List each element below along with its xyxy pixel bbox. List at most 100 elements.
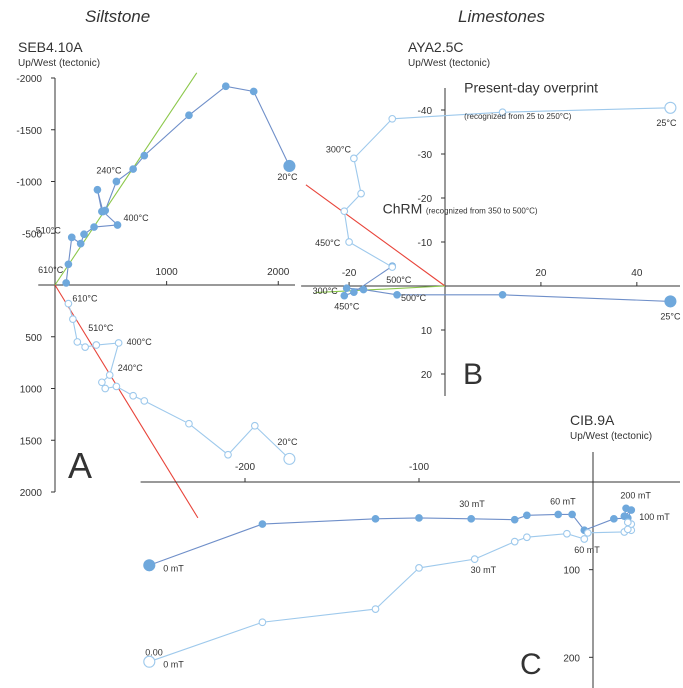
panel-subtitle: Up/West (tectonic)	[570, 431, 652, 442]
x-tick-label: 1000	[156, 267, 179, 278]
filled-data-point	[342, 284, 351, 293]
filled-data-point	[415, 514, 423, 522]
green-fit-line	[54, 72, 198, 286]
filled-data-point	[143, 559, 156, 572]
open-series-line	[343, 107, 671, 268]
data-label: 100 mT	[639, 512, 670, 522]
filled-data-point	[350, 288, 358, 297]
open-data-point	[112, 382, 121, 391]
panel-subtitle: Up/West (tectonic)	[408, 58, 490, 69]
data-label: 610°C	[72, 294, 98, 304]
filled-data-point	[80, 230, 88, 239]
data-label: 60 mT	[550, 496, 576, 506]
data-label: 510°C	[88, 323, 114, 333]
open-data-point	[388, 263, 397, 271]
filled-data-point	[99, 207, 107, 216]
y-tick-label: -20	[418, 194, 433, 205]
filled-data-point	[129, 165, 137, 173]
filled-data-point	[62, 279, 71, 287]
open-data-point	[498, 108, 507, 117]
panel-subtitle: Up/West (tectonic)	[18, 58, 100, 69]
open-data-point	[523, 533, 531, 542]
data-label: 20°C	[277, 437, 298, 447]
data-label: 200 mT	[620, 490, 651, 500]
open-data-point	[114, 339, 123, 347]
open-data-point	[583, 528, 592, 537]
data-label: 20°C	[277, 172, 298, 182]
filled-data-point	[64, 260, 73, 269]
open-data-point	[470, 555, 479, 563]
panel-letter: A	[68, 445, 92, 486]
annotation: ChRM	[383, 200, 423, 216]
y-tick-label: 1500	[20, 436, 43, 447]
open-data-point	[92, 341, 101, 349]
filled-data-point	[112, 177, 121, 186]
open-data-point	[283, 452, 296, 465]
data-label: 25°C	[656, 118, 677, 128]
open-data-point	[510, 537, 519, 546]
header-limestones: Limestones	[458, 7, 545, 26]
y-tick-label: 1000	[20, 385, 43, 396]
open-data-point	[345, 238, 353, 246]
data-label: 30 mT	[459, 499, 485, 509]
filled-data-point	[221, 82, 230, 91]
filled-data-point	[67, 233, 76, 242]
y-tick-label: 100	[563, 566, 580, 577]
x-tick-label: 2000	[267, 267, 290, 278]
open-data-point	[357, 189, 365, 198]
open-data-point	[340, 207, 349, 216]
open-data-point	[129, 391, 137, 400]
filled-data-point	[498, 290, 507, 299]
open-data-point	[224, 450, 232, 459]
filled-data-point	[340, 291, 349, 300]
panel-letter: C	[520, 648, 542, 681]
open-data-point	[623, 518, 632, 527]
annotation: (recognized from 350 to 500°C)	[426, 206, 538, 215]
panel-c: CIB.9A Up/West (tectonic) -200 -100 100 200 0 …	[140, 412, 680, 688]
filled-data-point	[371, 514, 380, 523]
y-tick-label: 2000	[20, 488, 43, 499]
data-label: 0.00	[145, 648, 163, 658]
open-data-point	[140, 397, 149, 405]
open-data-point	[371, 605, 380, 613]
data-label: 30 mT	[471, 565, 497, 575]
open-data-point	[258, 618, 267, 627]
annotation: Present-day overprint	[464, 79, 598, 95]
filled-data-point	[510, 515, 519, 524]
data-label: 240°C	[96, 166, 122, 176]
open-data-point	[98, 378, 106, 387]
y-tick-label: -1500	[16, 126, 42, 137]
x-tick-label: -200	[235, 462, 255, 473]
filled-data-point	[393, 290, 401, 299]
open-data-point	[350, 154, 358, 163]
y-tick-label: 200	[563, 653, 580, 664]
data-label: 450°C	[334, 302, 360, 312]
red-fit-line	[305, 184, 446, 287]
open-data-point	[81, 343, 89, 351]
open-data-point	[69, 315, 77, 324]
open-data-point	[388, 114, 397, 123]
panel-letter: B	[463, 358, 483, 391]
data-label: 240°C	[118, 363, 144, 373]
open-data-point	[105, 371, 114, 379]
data-label: 0 mT	[163, 660, 184, 670]
filled-data-point	[610, 514, 618, 523]
open-data-point	[143, 655, 156, 668]
y-tick-label: -30	[418, 150, 433, 161]
data-label: 510°C	[36, 225, 62, 235]
open-data-point	[415, 564, 423, 572]
x-tick-label: 40	[631, 268, 643, 279]
y-tick-label: -2000	[16, 74, 42, 85]
filled-data-point	[90, 223, 98, 231]
filled-data-point	[76, 239, 85, 248]
filled-data-point	[249, 87, 258, 96]
green-fit-line	[315, 285, 446, 294]
filled-data-point	[93, 185, 102, 194]
filled-data-point	[554, 510, 563, 519]
open-data-point	[73, 338, 82, 346]
y-tick-label: -10	[418, 238, 433, 249]
data-label: 400°C	[124, 213, 150, 223]
y-tick-label: 10	[421, 326, 433, 337]
filled-data-point	[664, 295, 677, 308]
